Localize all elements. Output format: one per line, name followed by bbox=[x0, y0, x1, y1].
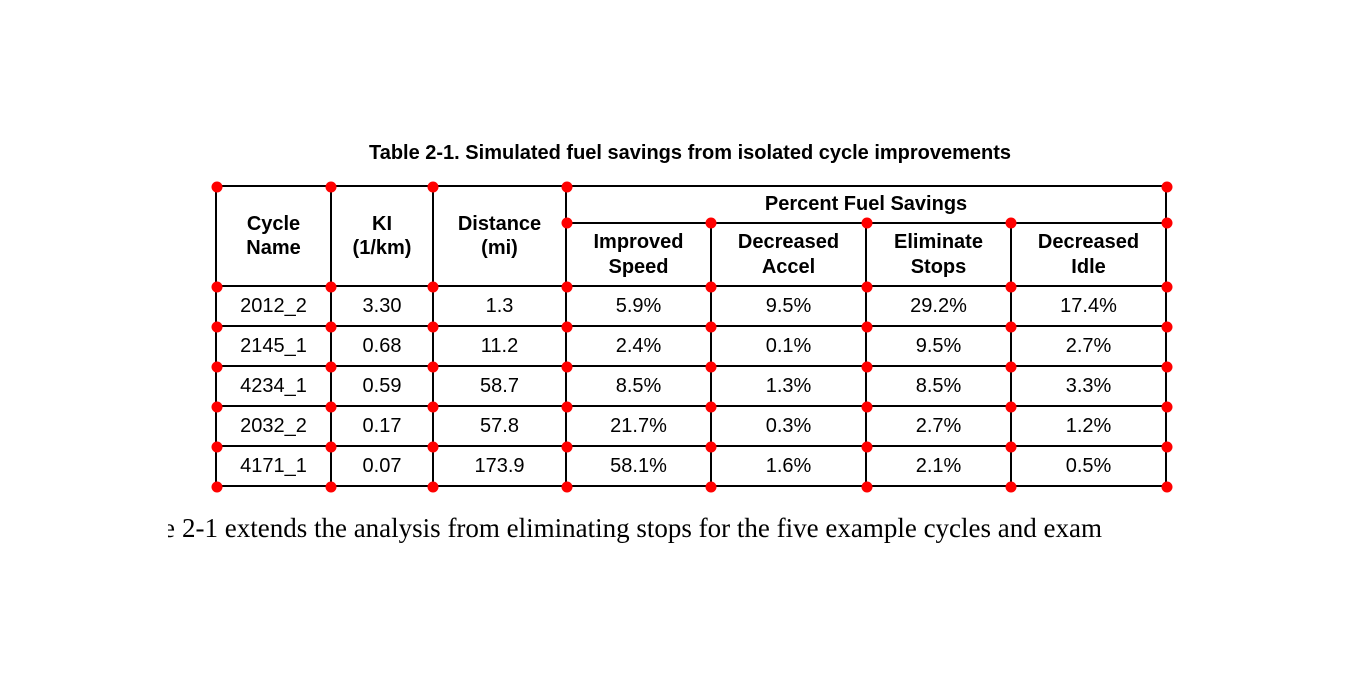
cell-decreased-accel: 0.1% bbox=[710, 325, 867, 367]
cell-distance: 173.9 bbox=[432, 445, 567, 487]
col-header-decreased-accel: Decreased Accel bbox=[710, 222, 867, 287]
cell-distance: 1.3 bbox=[432, 285, 567, 327]
cell-eliminate-stops: 2.1% bbox=[865, 445, 1012, 487]
cell-improved-speed: 5.9% bbox=[565, 285, 712, 327]
table-row: 2032_2 0.17 57.8 21.7% 0.3% 2.7% 1.2% bbox=[215, 405, 1168, 447]
fuel-savings-table: Cycle Name KI (1/km) Distance (mi) Perce… bbox=[215, 185, 1168, 487]
header-row-top: Cycle Name KI (1/km) Distance (mi) Perce… bbox=[215, 185, 1168, 287]
data-table-container: Cycle Name KI (1/km) Distance (mi) Perce… bbox=[211, 181, 1173, 493]
paragraph-text: e 2-1 extends the analysis from eliminati… bbox=[168, 513, 1102, 544]
cell-decreased-accel: 9.5% bbox=[710, 285, 867, 327]
group-header-percent-fuel-savings: Percent Fuel Savings bbox=[564, 185, 1168, 224]
col-header-decreased-idle: Decreased Idle bbox=[1009, 222, 1168, 287]
cell-eliminate-stops: 9.5% bbox=[865, 325, 1012, 367]
col-header-distance: Distance (mi) bbox=[432, 185, 567, 287]
col-header-ki: KI (1/km) bbox=[330, 185, 434, 287]
table-row: 2145_1 0.68 11.2 2.4% 0.1% 9.5% 2.7% bbox=[215, 325, 1168, 367]
col-header-cycle-name: Cycle Name bbox=[215, 185, 332, 287]
cell-ki: 3.30 bbox=[330, 285, 434, 327]
cell-cycle-name: 2012_2 bbox=[215, 285, 332, 327]
clipped-letter-fragment: e bbox=[168, 513, 175, 543]
cell-distance: 11.2 bbox=[432, 325, 567, 367]
cell-eliminate-stops: 2.7% bbox=[865, 405, 1012, 447]
cell-decreased-idle: 0.5% bbox=[1009, 445, 1168, 487]
cell-decreased-accel: 0.3% bbox=[710, 405, 867, 447]
cell-improved-speed: 58.1% bbox=[565, 445, 712, 487]
cell-decreased-accel: 1.6% bbox=[710, 445, 867, 487]
cell-improved-speed: 8.5% bbox=[565, 365, 712, 407]
cell-distance: 58.7 bbox=[432, 365, 567, 407]
cell-improved-speed: 21.7% bbox=[565, 405, 712, 447]
cell-ki: 0.68 bbox=[330, 325, 434, 367]
header-row-sub: Improved Speed Decreased Accel Eliminate… bbox=[216, 222, 1168, 287]
cell-ki: 0.07 bbox=[330, 445, 434, 487]
paragraph-line: 2-1 extends the analysis from eliminatin… bbox=[182, 513, 1102, 543]
cell-decreased-accel: 1.3% bbox=[710, 365, 867, 407]
cell-eliminate-stops: 29.2% bbox=[865, 285, 1012, 327]
cell-cycle-name: 4171_1 bbox=[215, 445, 332, 487]
col-header-improved-speed: Improved Speed bbox=[565, 222, 712, 287]
cell-cycle-name: 2145_1 bbox=[215, 325, 332, 367]
table-row: 2012_2 3.30 1.3 5.9% 9.5% 29.2% 17.4% bbox=[215, 285, 1168, 327]
cell-improved-speed: 2.4% bbox=[565, 325, 712, 367]
table-row: 4234_1 0.59 58.7 8.5% 1.3% 8.5% 3.3% bbox=[215, 365, 1168, 407]
cell-ki: 0.59 bbox=[330, 365, 434, 407]
cell-decreased-idle: 3.3% bbox=[1009, 365, 1168, 407]
cell-eliminate-stops: 8.5% bbox=[865, 365, 1012, 407]
col-header-eliminate-stops: Eliminate Stops bbox=[865, 222, 1012, 287]
cell-decreased-idle: 17.4% bbox=[1009, 285, 1168, 327]
cell-decreased-idle: 1.2% bbox=[1009, 405, 1168, 447]
cell-distance: 57.8 bbox=[432, 405, 567, 447]
cell-ki: 0.17 bbox=[330, 405, 434, 447]
table-row: 4171_1 0.07 173.9 58.1% 1.6% 2.1% 0.5% bbox=[215, 445, 1168, 487]
cell-cycle-name: 2032_2 bbox=[215, 405, 332, 447]
table-caption: Table 2-1. Simulated fuel savings from i… bbox=[368, 142, 1012, 164]
cell-cycle-name: 4234_1 bbox=[215, 365, 332, 407]
cell-decreased-idle: 2.7% bbox=[1009, 325, 1168, 367]
